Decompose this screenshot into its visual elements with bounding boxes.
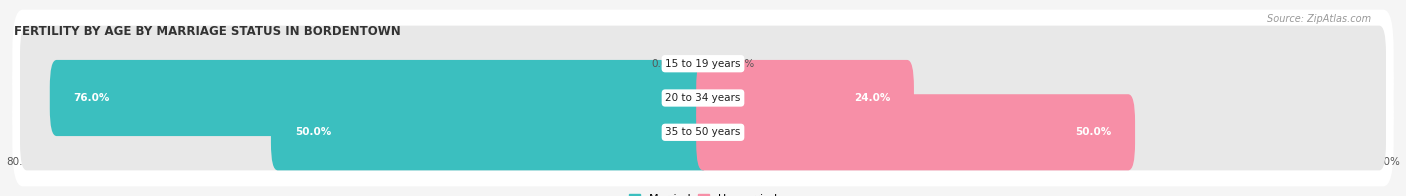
FancyBboxPatch shape [20,26,1386,102]
Text: 0.0%: 0.0% [651,59,678,69]
Text: Source: ZipAtlas.com: Source: ZipAtlas.com [1267,14,1371,24]
FancyBboxPatch shape [13,78,1393,186]
FancyBboxPatch shape [696,60,914,136]
Text: 76.0%: 76.0% [73,93,110,103]
FancyBboxPatch shape [20,60,1386,136]
FancyBboxPatch shape [20,94,1386,170]
FancyBboxPatch shape [49,60,710,136]
Text: 0.0%: 0.0% [728,59,755,69]
FancyBboxPatch shape [696,94,1135,170]
FancyBboxPatch shape [13,10,1393,118]
Text: FERTILITY BY AGE BY MARRIAGE STATUS IN BORDENTOWN: FERTILITY BY AGE BY MARRIAGE STATUS IN B… [14,25,401,38]
Text: 15 to 19 years: 15 to 19 years [665,59,741,69]
Text: 20 to 34 years: 20 to 34 years [665,93,741,103]
FancyBboxPatch shape [271,94,710,170]
Text: 24.0%: 24.0% [853,93,890,103]
Text: 50.0%: 50.0% [295,127,330,137]
Legend: Married, Unmarried: Married, Unmarried [628,194,778,196]
FancyBboxPatch shape [13,44,1393,152]
Text: 35 to 50 years: 35 to 50 years [665,127,741,137]
Text: 50.0%: 50.0% [1076,127,1111,137]
